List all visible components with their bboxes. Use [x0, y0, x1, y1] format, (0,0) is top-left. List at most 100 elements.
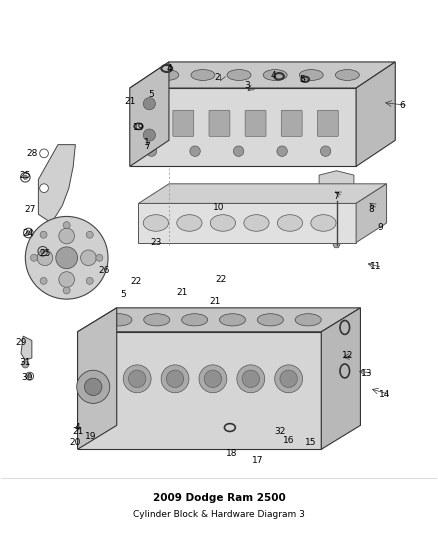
Circle shape [204, 370, 222, 387]
Text: 22: 22 [215, 275, 227, 284]
Circle shape [143, 129, 155, 141]
Ellipse shape [106, 314, 132, 326]
FancyBboxPatch shape [209, 110, 230, 136]
Circle shape [166, 370, 184, 387]
Circle shape [161, 365, 189, 393]
Text: 21: 21 [72, 427, 83, 437]
Text: 20: 20 [70, 438, 81, 447]
Ellipse shape [336, 70, 359, 80]
Text: 21: 21 [124, 96, 135, 106]
Circle shape [31, 254, 38, 261]
Ellipse shape [263, 70, 287, 80]
Ellipse shape [295, 314, 321, 326]
Ellipse shape [257, 314, 283, 326]
Text: 6: 6 [399, 101, 405, 110]
FancyBboxPatch shape [137, 110, 158, 136]
Polygon shape [319, 171, 354, 201]
Polygon shape [39, 144, 75, 223]
Text: 18: 18 [226, 449, 238, 458]
Circle shape [77, 370, 110, 403]
Polygon shape [356, 62, 395, 166]
Circle shape [85, 365, 113, 393]
Text: 21: 21 [209, 297, 220, 306]
Polygon shape [130, 62, 395, 88]
Circle shape [40, 149, 48, 158]
Text: 8: 8 [368, 205, 374, 214]
Circle shape [28, 375, 32, 378]
Polygon shape [130, 88, 356, 166]
Text: 3: 3 [244, 82, 250, 91]
Text: 4: 4 [271, 70, 276, 79]
Text: 11: 11 [370, 262, 381, 271]
Circle shape [237, 365, 265, 393]
Circle shape [22, 361, 29, 368]
Circle shape [40, 184, 48, 192]
Text: 28: 28 [26, 149, 38, 158]
Circle shape [26, 231, 31, 235]
Circle shape [277, 146, 287, 156]
Ellipse shape [227, 70, 251, 80]
Circle shape [56, 247, 78, 269]
Circle shape [321, 146, 331, 156]
Polygon shape [333, 242, 340, 248]
Ellipse shape [244, 215, 269, 231]
Circle shape [146, 146, 157, 156]
Text: 16: 16 [283, 436, 294, 445]
Circle shape [59, 272, 74, 287]
Ellipse shape [177, 215, 202, 231]
Circle shape [23, 175, 28, 180]
Text: 13: 13 [361, 369, 373, 377]
Ellipse shape [191, 70, 215, 80]
Ellipse shape [277, 215, 303, 231]
Ellipse shape [219, 314, 246, 326]
Text: 24: 24 [22, 229, 33, 238]
Text: 4: 4 [166, 64, 172, 73]
Circle shape [59, 228, 74, 244]
Text: 27: 27 [24, 205, 35, 214]
Polygon shape [78, 332, 321, 449]
Text: 32: 32 [274, 427, 286, 437]
Text: 12: 12 [342, 351, 353, 360]
Text: 4: 4 [75, 423, 80, 432]
Polygon shape [130, 62, 169, 166]
Circle shape [143, 98, 155, 110]
Ellipse shape [182, 314, 208, 326]
Ellipse shape [144, 314, 170, 326]
FancyBboxPatch shape [245, 110, 266, 136]
Ellipse shape [143, 215, 169, 231]
Text: Cylinder Block & Hardware Diagram 3: Cylinder Block & Hardware Diagram 3 [133, 510, 305, 519]
Circle shape [40, 277, 47, 285]
Text: 19: 19 [85, 432, 96, 441]
Circle shape [275, 365, 303, 393]
Circle shape [85, 378, 102, 395]
Text: 5: 5 [148, 90, 155, 99]
Ellipse shape [299, 70, 323, 80]
Text: 23: 23 [150, 238, 162, 247]
Text: 22: 22 [131, 277, 142, 286]
Circle shape [128, 370, 146, 387]
Circle shape [40, 231, 47, 238]
Text: 30: 30 [22, 373, 33, 382]
Text: 10: 10 [213, 203, 225, 212]
Circle shape [63, 287, 70, 294]
Text: 9: 9 [377, 223, 383, 232]
Text: 21: 21 [177, 288, 188, 297]
Circle shape [233, 146, 244, 156]
FancyBboxPatch shape [318, 110, 338, 136]
Circle shape [96, 254, 103, 261]
Text: 5: 5 [120, 290, 126, 300]
Polygon shape [138, 204, 356, 243]
Polygon shape [321, 308, 360, 449]
Circle shape [81, 250, 96, 265]
FancyBboxPatch shape [281, 110, 302, 136]
Ellipse shape [210, 215, 236, 231]
Text: 25: 25 [20, 171, 31, 180]
Polygon shape [138, 184, 387, 204]
Circle shape [91, 370, 108, 387]
Circle shape [280, 370, 297, 387]
Circle shape [123, 365, 151, 393]
Circle shape [63, 222, 70, 229]
Text: 31: 31 [20, 358, 31, 367]
Text: 19: 19 [133, 123, 144, 132]
Ellipse shape [311, 215, 336, 231]
